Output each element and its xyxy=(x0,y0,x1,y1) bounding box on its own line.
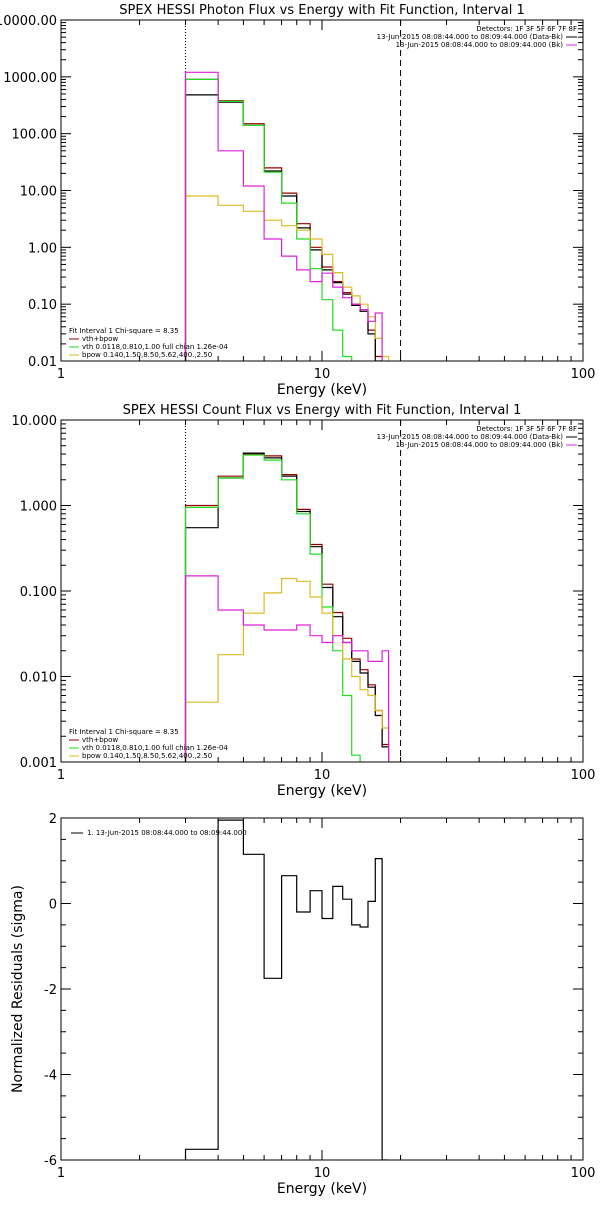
series-line xyxy=(184,71,383,361)
detectors-text: Detectors: 1F 3F 5F 6F 7F 8F xyxy=(476,25,577,33)
x-tick-label: 1 xyxy=(57,768,65,783)
y-tick-label: 10.000 xyxy=(12,414,58,429)
chart-title: SPEX HESSI Photon Flux vs Energy with Fi… xyxy=(119,3,525,18)
y-tick-label: 0.010 xyxy=(20,671,57,686)
series-line xyxy=(184,453,390,762)
series-line xyxy=(184,819,389,1160)
y-axis-label: Normalized Residuals (sigma) xyxy=(10,885,26,1093)
chart-title: SPEX HESSI Count Flux vs Energy with Fit… xyxy=(123,403,522,418)
x-tick-label: 100 xyxy=(571,367,596,382)
x-tick-label: 10 xyxy=(314,1166,331,1181)
legend-entry: bpow 0.140,1.50,8.50,5.62,400.,2.50 xyxy=(82,351,212,359)
x-axis-label: Energy (keV) xyxy=(277,382,367,398)
series-line xyxy=(184,577,401,762)
x-axis-label: Energy (keV) xyxy=(277,783,367,799)
legend-entry: 13-Jun-2015 08:08:44.000 to 08:09:44.000… xyxy=(396,441,564,449)
legend-entry: 1. 13-Jun-2015 08:08:44.000 to 08:09:44.… xyxy=(87,829,247,837)
y-tick-label: 0.001 xyxy=(20,756,57,771)
fit-header: Fit Interval 1 Chi-square = 8.35 xyxy=(69,728,179,736)
y-tick-label: 0.10 xyxy=(28,298,57,313)
x-tick-label: 10 xyxy=(314,367,331,382)
y-tick-label: 10000.00 xyxy=(0,14,57,29)
y-tick-label: 1000.00 xyxy=(3,71,57,86)
series-line xyxy=(184,78,361,361)
x-tick-label: 100 xyxy=(571,1166,596,1181)
y-tick-label: 0.100 xyxy=(20,585,57,600)
series-line xyxy=(184,454,361,762)
y-tick-label: -6 xyxy=(44,1154,57,1169)
y-tick-label: 0.01 xyxy=(28,355,57,370)
x-tick-label: 1 xyxy=(57,1166,65,1181)
legend-entry: vth 0.0118,0.810,1.00 full chian 1.26e-0… xyxy=(82,343,228,351)
legend-entry: vth 0.0118,0.810,1.00 full chian 1.26e-0… xyxy=(82,744,228,752)
legend-entry: vth+bpow xyxy=(82,736,118,744)
legend-entry: 13-Jun-2015 08:08:44.000 to 08:09:44.000… xyxy=(396,41,564,49)
y-tick-label: 2 xyxy=(49,812,57,827)
y-tick-label: -2 xyxy=(44,983,57,998)
x-tick-label: 1 xyxy=(57,367,65,382)
detectors-text: Detectors: 1F 3F 5F 6F 7F 8F xyxy=(476,425,577,433)
y-tick-label: 100.00 xyxy=(12,128,58,143)
y-tick-label: 1.000 xyxy=(20,500,57,515)
x-tick-label: 100 xyxy=(571,768,596,783)
series-line xyxy=(184,575,390,762)
series-line xyxy=(184,195,390,361)
x-axis-label: Energy (keV) xyxy=(277,1181,367,1197)
legend-entry: bpow 0.140,1.50,8.50,5.62,400.,2.50 xyxy=(82,752,212,760)
x-tick-label: 10 xyxy=(314,768,331,783)
y-tick-label: 1.00 xyxy=(28,241,57,256)
y-tick-label: 10.00 xyxy=(20,185,57,200)
y-tick-label: -4 xyxy=(44,1069,57,1084)
series-line xyxy=(184,452,390,762)
legend-entry: 13-Jun-2015 08:08:44.000 to 08:09:44.000… xyxy=(377,33,564,41)
fit-header: Fit Interval 1 Chi-square = 8.35 xyxy=(69,327,179,335)
legend-entry: 13-Jun-2015 08:08:44.000 to 08:09:44.000… xyxy=(377,433,564,441)
y-tick-label: 0 xyxy=(49,898,57,913)
legend-entry: vth+bpow xyxy=(82,335,118,343)
